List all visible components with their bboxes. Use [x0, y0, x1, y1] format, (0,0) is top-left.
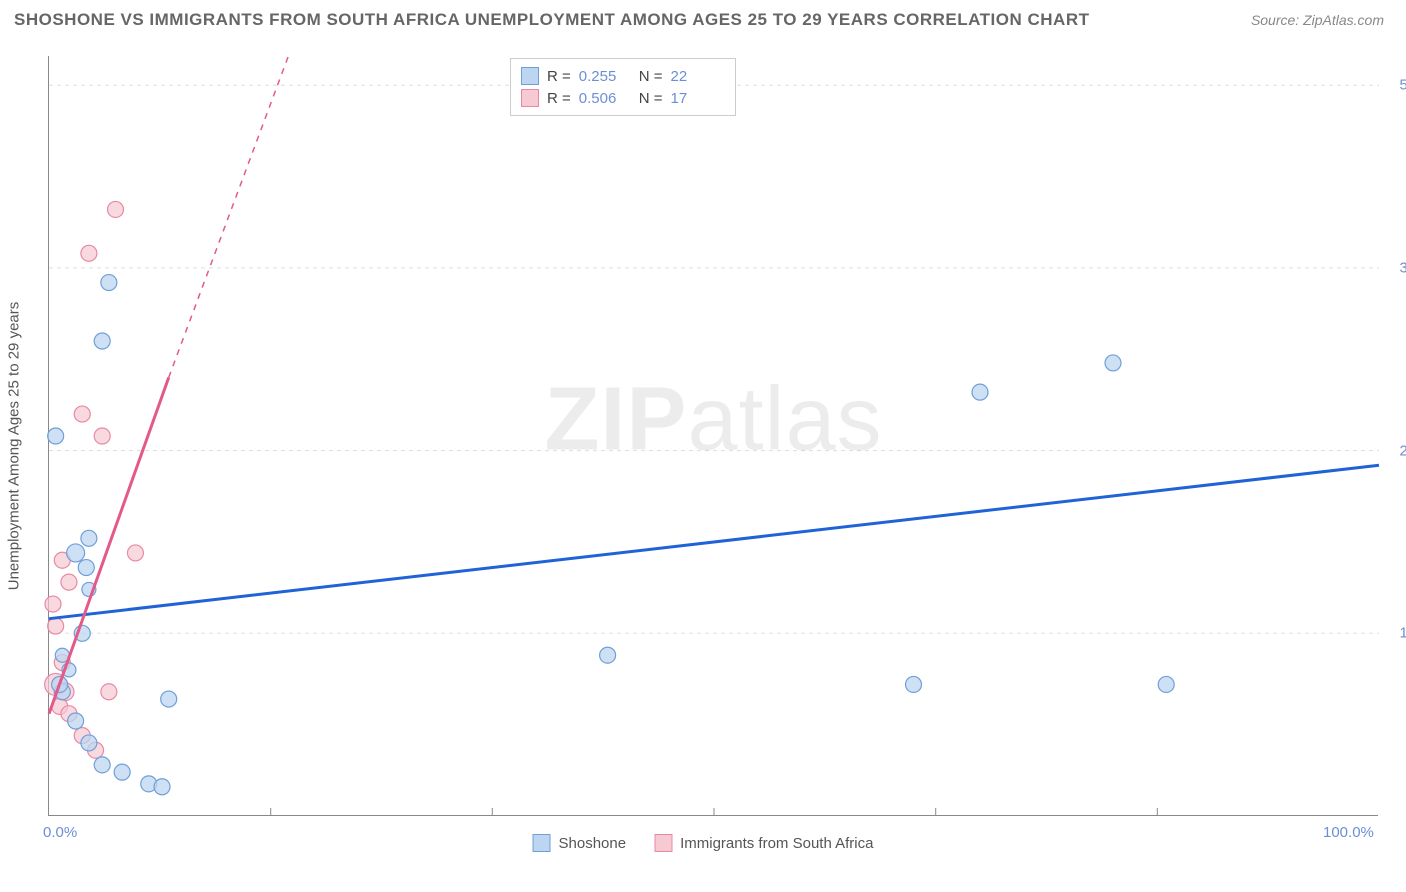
n-value: 17: [671, 90, 723, 107]
legend-series: Shoshone Immigrants from South Africa: [533, 834, 874, 852]
legend-stats-row: R = 0.255 N = 22: [521, 65, 723, 87]
r-value: 0.506: [579, 90, 631, 107]
n-label: N =: [639, 68, 663, 85]
r-value: 0.255: [579, 68, 631, 85]
r-label: R =: [547, 90, 571, 107]
y-tick-label: 50.0%: [1399, 77, 1406, 94]
chart-title: SHOSHONE VS IMMIGRANTS FROM SOUTH AFRICA…: [14, 10, 1090, 30]
y-axis-title: Unemployment Among Ages 25 to 29 years: [6, 302, 23, 591]
x-tick-label: 0.0%: [43, 824, 77, 841]
swatch-icon: [654, 834, 672, 852]
r-label: R =: [547, 68, 571, 85]
swatch-icon: [521, 89, 539, 107]
y-tick-label: 12.5%: [1399, 625, 1406, 642]
legend-stats-row: R = 0.506 N = 17: [521, 87, 723, 109]
n-label: N =: [639, 90, 663, 107]
chart-source: Source: ZipAtlas.com: [1251, 12, 1384, 28]
swatch-icon: [521, 67, 539, 85]
legend-item: Immigrants from South Africa: [654, 834, 873, 852]
y-tick-label: 25.0%: [1399, 442, 1406, 459]
x-tick-label: 100.0%: [1323, 824, 1374, 841]
legend-item: Shoshone: [533, 834, 627, 852]
plot-area: 12.5%25.0%37.5%50.0% 0.0%100.0% ZIPatlas: [48, 56, 1378, 816]
n-value: 22: [671, 68, 723, 85]
legend-stats: R = 0.255 N = 22 R = 0.506 N = 17: [510, 58, 736, 116]
chart-svg: [49, 56, 1378, 815]
legend-label: Immigrants from South Africa: [680, 835, 873, 852]
swatch-icon: [533, 834, 551, 852]
legend-label: Shoshone: [559, 835, 627, 852]
y-tick-label: 37.5%: [1399, 259, 1406, 276]
